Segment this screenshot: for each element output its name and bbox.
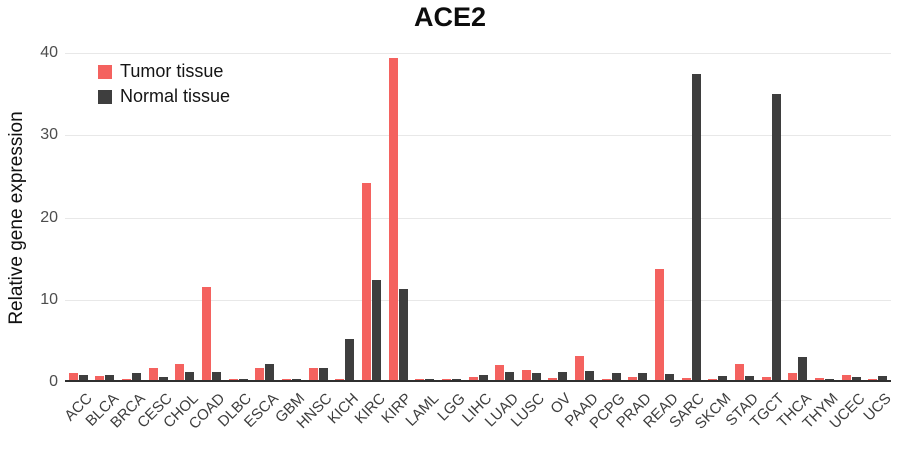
bar-normal-LUAD <box>505 372 515 380</box>
y-tick-label: 10 <box>40 290 58 308</box>
bar-tumor-ACC <box>68 373 78 380</box>
bar-tumor-THCA <box>788 373 798 380</box>
bar-tumor-UCS <box>868 379 878 380</box>
bar-tumor-UCEC <box>841 375 851 380</box>
y-tick-label: 30 <box>40 126 58 144</box>
bar-normal-BLCA <box>105 375 115 380</box>
x-tick-label: UCS <box>860 390 895 425</box>
bar-tumor-LGG <box>441 379 451 380</box>
bar-tumor-BLCA <box>95 376 105 380</box>
bar-tumor-DLBC <box>228 379 238 380</box>
bar-normal-BRCA <box>132 373 142 380</box>
plot-area <box>65 53 891 382</box>
bar-normal-HNSC <box>318 368 328 380</box>
bar-tumor-PAAD <box>575 356 585 380</box>
bar-normal-COAD <box>212 372 222 380</box>
bar-normal-UCEC <box>851 377 861 380</box>
gridline <box>65 217 891 219</box>
bar-normal-CESC <box>158 377 168 380</box>
gridline <box>65 299 891 301</box>
bar-tumor-THYM <box>814 378 824 380</box>
bar-normal-ESCA <box>265 364 275 380</box>
y-tick-label: 0 <box>49 373 58 390</box>
chart-title: ACE2 <box>413 2 487 32</box>
bar-tumor-HNSC <box>308 368 318 380</box>
bar-tumor-ESCA <box>255 368 265 380</box>
gridline <box>65 53 891 54</box>
bar-normal-SARC <box>691 74 701 380</box>
bar-tumor-KIRP <box>388 58 398 380</box>
bar-tumor-BRCA <box>122 379 132 380</box>
bar-tumor-LIHC <box>468 377 478 380</box>
bar-normal-LAML <box>425 379 435 380</box>
bar-normal-PAAD <box>585 371 595 380</box>
bar-tumor-OV <box>548 378 558 380</box>
bar-normal-ACC <box>78 375 88 380</box>
gridline <box>65 135 891 137</box>
bar-tumor-KIRC <box>361 183 371 380</box>
bar-normal-STAD <box>744 376 754 380</box>
bar-normal-LIHC <box>478 375 488 380</box>
bar-tumor-LAML <box>415 379 425 380</box>
bar-tumor-PRAD <box>628 377 638 380</box>
bar-normal-KIRP <box>398 289 408 380</box>
bar-normal-KICH <box>345 339 355 380</box>
bar-tumor-KICH <box>335 379 345 380</box>
bar-normal-READ <box>665 374 675 380</box>
bar-normal-UCS <box>878 376 888 380</box>
bar-tumor-LUAD <box>495 365 505 380</box>
bar-normal-SKCM <box>718 376 728 380</box>
bar-tumor-CESC <box>148 368 158 380</box>
bar-normal-PCPG <box>611 373 621 380</box>
legend-item-normal: Normal tissue <box>98 86 230 107</box>
bar-normal-THCA <box>798 357 808 380</box>
bar-normal-OV <box>558 372 568 380</box>
legend-label-tumor: Tumor tissue <box>120 61 224 81</box>
tumor-swatch-icon <box>98 64 112 79</box>
bar-tumor-CHOL <box>175 364 185 380</box>
bar-normal-LUSC <box>531 373 541 380</box>
legend-item-tumor: Tumor tissue <box>98 61 230 82</box>
bar-tumor-COAD <box>202 287 212 380</box>
bar-normal-KIRC <box>371 280 381 380</box>
bar-normal-PRAD <box>638 373 648 380</box>
legend-label-normal: Normal tissue <box>120 86 231 106</box>
bar-tumor-PCPG <box>601 379 611 380</box>
y-tick-label: 20 <box>40 208 58 226</box>
bar-tumor-STAD <box>734 364 744 380</box>
bar-tumor-SKCM <box>708 379 718 380</box>
bar-tumor-GBM <box>281 379 291 380</box>
bar-tumor-READ <box>655 269 665 380</box>
normal-swatch-icon <box>98 89 112 104</box>
bar-tumor-TGCT <box>761 377 771 380</box>
bar-tumor-SARC <box>681 378 691 380</box>
bar-tumor-LUSC <box>521 370 531 380</box>
bar-normal-DLBC <box>238 379 248 380</box>
legend: Tumor tissue Normal tissue <box>98 61 230 107</box>
y-tick-label: 40 <box>40 44 58 61</box>
bar-normal-GBM <box>291 379 301 380</box>
bar-normal-CHOL <box>185 372 195 380</box>
x-axis-line <box>65 380 891 382</box>
bar-normal-TGCT <box>771 94 781 380</box>
bar-normal-THYM <box>824 379 834 380</box>
bar-normal-LGG <box>451 379 461 380</box>
